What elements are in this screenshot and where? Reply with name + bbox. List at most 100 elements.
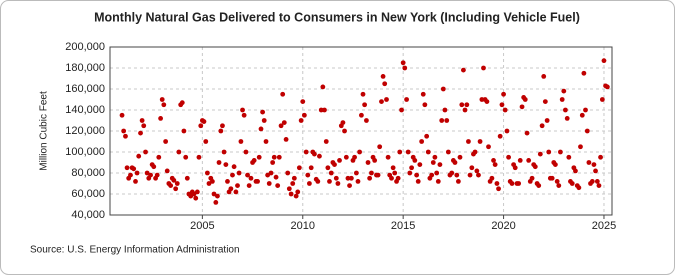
- point: [504, 128, 510, 134]
- point: [365, 160, 371, 165]
- point: [578, 144, 583, 150]
- point: [417, 162, 423, 168]
- point: [306, 181, 312, 186]
- point: [389, 175, 394, 181]
- y-tick-label: 60,000: [71, 188, 105, 200]
- point: [317, 153, 322, 159]
- point: [333, 175, 339, 181]
- point: [251, 158, 257, 163]
- point: [159, 97, 165, 102]
- point: [139, 118, 145, 123]
- point: [348, 175, 354, 181]
- point: [343, 154, 349, 160]
- point: [544, 118, 550, 123]
- x-tick-label: 2020: [491, 220, 515, 232]
- point: [295, 189, 301, 195]
- point: [377, 144, 383, 150]
- point: [288, 191, 294, 197]
- point: [449, 170, 455, 176]
- point: [501, 91, 506, 97]
- point: [516, 181, 522, 186]
- point: [357, 149, 362, 155]
- point: [352, 154, 357, 160]
- x-tick-label: 2025: [592, 220, 616, 232]
- point: [148, 172, 153, 178]
- point: [270, 160, 276, 165]
- point: [210, 179, 215, 184]
- point: [280, 91, 286, 97]
- chart-title: Monthly Natural Gas Delivered to Consume…: [94, 10, 580, 24]
- point: [228, 186, 234, 192]
- point: [128, 172, 133, 178]
- point: [499, 102, 505, 108]
- point: [133, 179, 138, 184]
- point: [345, 175, 351, 181]
- point: [425, 149, 431, 155]
- point: [362, 102, 368, 108]
- point: [121, 128, 127, 134]
- point: [335, 181, 341, 186]
- point: [181, 128, 187, 134]
- point: [379, 99, 384, 104]
- point: [260, 109, 266, 115]
- point: [194, 189, 200, 195]
- point: [196, 154, 202, 160]
- point: [332, 162, 337, 168]
- point: [455, 179, 461, 184]
- point: [223, 162, 229, 168]
- point: [440, 86, 446, 92]
- point: [163, 139, 169, 144]
- point: [414, 172, 420, 178]
- point: [328, 170, 334, 176]
- point: [442, 107, 448, 113]
- point: [464, 102, 470, 108]
- point: [429, 172, 435, 178]
- point: [131, 166, 137, 172]
- point: [323, 139, 329, 144]
- point: [273, 174, 279, 180]
- point: [444, 118, 450, 123]
- point: [218, 128, 224, 134]
- point: [266, 181, 272, 186]
- point: [526, 158, 532, 163]
- point: [174, 181, 180, 186]
- point: [474, 168, 480, 174]
- point: [281, 120, 287, 125]
- point: [369, 170, 374, 176]
- point: [143, 149, 148, 155]
- y-tick-label: 80,000: [71, 167, 105, 179]
- point: [435, 179, 441, 184]
- point: [390, 165, 396, 171]
- point: [409, 165, 415, 171]
- plot-area: [109, 46, 613, 216]
- point: [161, 102, 167, 108]
- point: [179, 100, 185, 106]
- point: [598, 154, 603, 160]
- point: [405, 149, 411, 155]
- point: [151, 164, 157, 170]
- point: [542, 99, 548, 104]
- point: [537, 151, 543, 157]
- point: [489, 175, 495, 181]
- point: [589, 179, 595, 184]
- point: [138, 130, 143, 136]
- point: [400, 60, 406, 66]
- point: [491, 158, 496, 163]
- point: [497, 133, 503, 139]
- y-tick-label: 100,000: [65, 146, 105, 158]
- point: [415, 179, 421, 184]
- point: [231, 164, 237, 170]
- point: [364, 118, 369, 123]
- point: [248, 175, 254, 181]
- y-tick-label: 160,000: [65, 83, 105, 95]
- point: [291, 175, 297, 181]
- point: [154, 172, 160, 178]
- point: [322, 107, 327, 113]
- point: [486, 144, 491, 150]
- point: [481, 65, 486, 71]
- point: [512, 165, 518, 171]
- point: [554, 179, 560, 184]
- point: [397, 149, 403, 155]
- point: [461, 67, 466, 73]
